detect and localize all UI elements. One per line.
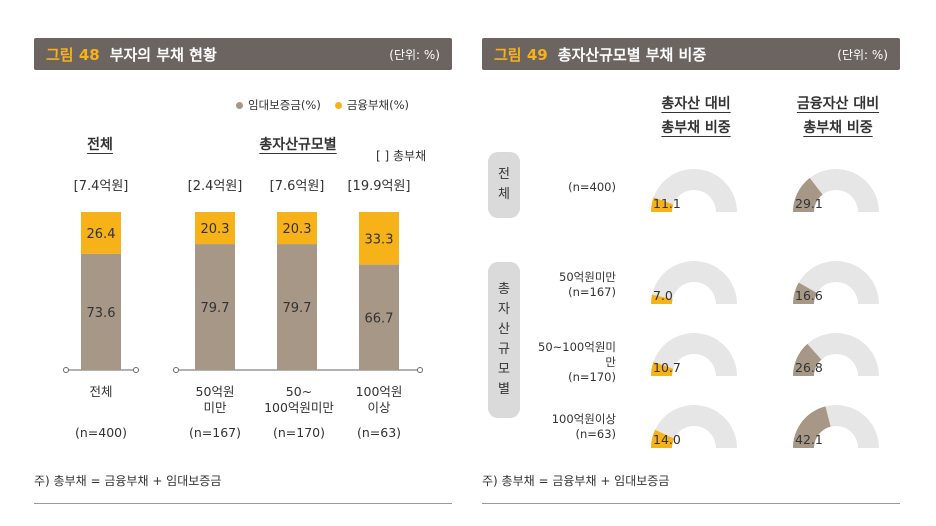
gauge-fill-total-assets [651, 294, 673, 304]
gauge-value-label: 10.7 [653, 360, 681, 375]
legend-swatch-financial [334, 102, 342, 109]
row-label-3: 100억원이상 (n=63) [551, 412, 616, 441]
bar-value-label: 20.3 [201, 222, 230, 237]
n-label-1: (n=167) [188, 425, 241, 440]
gauge-value-label: 7.0 [653, 288, 673, 303]
bar-value-label: 79.7 [201, 301, 230, 316]
bar-segment-financial [277, 212, 317, 245]
n-label-0: (n=400) [74, 425, 127, 440]
bar-segment-lease [359, 264, 399, 370]
gauge-fill-total-assets [651, 197, 674, 212]
tab-char: 총 [498, 282, 510, 297]
group-all-title: 전체 [87, 137, 113, 153]
fig48-legend: 임대보증금(%) 금융부채(%) [236, 97, 409, 113]
fig49-footnote: 주) 총부채 = 금융부채 + 임대보증금 [482, 474, 670, 488]
axis-end-dot [63, 367, 69, 373]
gauge-fill-financial-assets [793, 343, 822, 376]
total-label-1: [2.4억원] [187, 179, 243, 194]
total-label-0: [7.4억원] [73, 179, 129, 194]
fig48-bottom-rule [34, 503, 452, 504]
tab-char: 체 [498, 187, 510, 202]
tab-char: 규 [498, 342, 510, 357]
bar-value-label: 79.7 [283, 301, 312, 316]
fig48-header: 그림 48 부자의 부채 현황 (단위: %) [34, 38, 452, 70]
bar-value-label: 33.3 [365, 232, 394, 247]
gauge-fill-total-assets [651, 361, 674, 376]
n-label-3: (n=63) [356, 425, 402, 440]
bar-segment-financial [81, 212, 121, 254]
gauge-track [651, 169, 737, 212]
gauge-value-label: 26.8 [795, 360, 823, 375]
bar-value-label: 73.6 [87, 306, 116, 321]
tab-char: 전 [498, 167, 510, 182]
row-label-1: 50억원미만 (n=167) [559, 270, 616, 299]
gauge-fill-financial-assets [793, 406, 831, 448]
gauge-value-label: 29.1 [795, 196, 823, 211]
gauge-fill-financial-assets [793, 282, 817, 304]
gauge-value-label: 11.1 [653, 196, 681, 211]
bar-segment-financial [195, 212, 235, 245]
x-label-0: 전체 [89, 384, 113, 399]
fig48-label: 그림 48 [46, 45, 100, 64]
legend-item-financial-debt: 금융부채(%) [334, 97, 409, 113]
gauge-fill-financial-assets [793, 177, 823, 212]
gauge-value-label: 42.1 [795, 432, 823, 447]
tab-char: 별 [498, 382, 510, 397]
tab-char: 자 [498, 302, 510, 317]
bar-segment-lease [81, 253, 121, 370]
col-header-total-assets: 총자산 대비 총부채 비중 [661, 96, 731, 136]
gauge-track [651, 405, 737, 448]
axis-end-dot [173, 367, 179, 373]
x-label-3: 100억원 이상 [355, 384, 403, 415]
bar-value-label: 20.3 [283, 222, 312, 237]
gauge-track [651, 261, 737, 304]
col-header-financial-assets: 금융자산 대비 총부채 비중 [796, 96, 880, 136]
row-label-2: 50~100억원미만 (n=170) [538, 340, 616, 384]
row-label-0: (n=400) [568, 180, 616, 194]
fig49-unit: (단위: %) [837, 47, 888, 62]
fig49-header: 그림 49 총자산규모별 부채 비중 (단위: %) [482, 38, 900, 70]
gauge-track [651, 333, 737, 376]
fig49-bottom-rule [482, 503, 900, 504]
gauge-value-label: 16.6 [795, 288, 823, 303]
fig49-title: 총자산규모별 부채 비중 [557, 45, 707, 64]
x-label-1: 50억원 미만 [195, 384, 235, 415]
bracket-note: [ ] 총부채 [376, 149, 427, 163]
fig48-title: 부자의 부채 현황 [109, 45, 217, 64]
bar-segment-financial [359, 212, 399, 265]
gauge-value-label: 14.0 [653, 432, 681, 447]
n-label-2: (n=170) [272, 425, 325, 440]
tab-char: 산 [498, 322, 510, 337]
total-label-2: [7.6억원] [269, 179, 325, 194]
x-label-2: 50~ 100억원미만 [264, 384, 334, 415]
fig48-stacked-bar-chart: 73.6 26.4 79.7 20.3 79.7 20.3 66.7 33.3 [63, 212, 423, 373]
fig48-unit: (단위: %) [389, 47, 440, 62]
fig49-label: 그림 49 [494, 45, 548, 64]
bar-segment-lease [195, 244, 235, 370]
axis-end-dot [417, 367, 423, 373]
group-size-title: 총자산규모별 [259, 137, 337, 153]
bar-value-label: 26.4 [87, 227, 116, 242]
bar-value-label: 66.7 [365, 311, 394, 326]
fig49-gauge-chart: 11.1 7.0 10.7 14.0 29.1 16.6 26.8 42.1 [651, 169, 879, 448]
axis-end-dot [133, 367, 139, 373]
tab-char: 모 [498, 362, 510, 377]
legend-item-lease-deposit: 임대보증금(%) [236, 97, 321, 113]
bar-segment-lease [277, 244, 317, 370]
total-label-3: [19.9억원] [347, 179, 411, 194]
gauge-fill-total-assets [651, 429, 675, 448]
fig48-footnote: 주) 총부채 = 금융부채 + 임대보증금 [34, 474, 222, 488]
legend-swatch-lease [236, 102, 243, 109]
